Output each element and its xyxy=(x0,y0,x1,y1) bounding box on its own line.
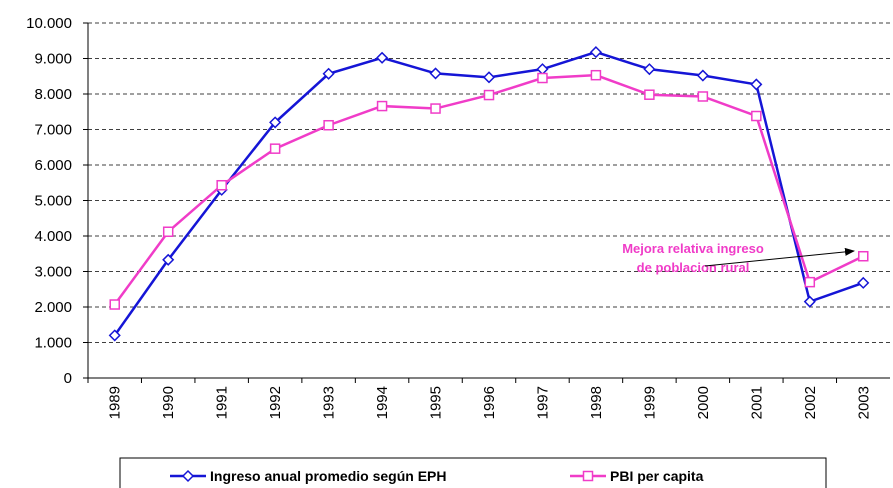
point xyxy=(269,116,282,129)
point xyxy=(162,226,174,237)
legend-marker xyxy=(582,470,594,482)
x-tick-label: 1996 xyxy=(481,386,498,419)
y-tick-label: 4.000 xyxy=(34,228,72,245)
x-tick-label: 1989 xyxy=(107,386,124,419)
point xyxy=(857,276,870,289)
legend-box xyxy=(119,457,827,488)
x-tick-label: 1998 xyxy=(588,386,605,419)
x-tick-label: 2001 xyxy=(748,386,765,419)
x-tick-label: 1999 xyxy=(641,386,658,419)
point xyxy=(589,46,602,59)
point xyxy=(108,329,121,342)
point xyxy=(483,89,495,101)
annotation: Mejora relativa ingreso xyxy=(622,241,764,256)
point xyxy=(803,295,816,308)
y-tick-label: 8.000 xyxy=(34,86,72,103)
x-tick-label: 1992 xyxy=(267,386,284,419)
y-tick-label: 1.000 xyxy=(34,335,72,352)
point xyxy=(430,103,441,114)
y-tick-label: 7.000 xyxy=(34,122,72,139)
legend-label: PBI per capita xyxy=(610,468,704,484)
point xyxy=(804,276,816,288)
point xyxy=(109,299,120,310)
x-tick-label: 1991 xyxy=(214,386,231,419)
x-tick-label: 1997 xyxy=(534,386,551,419)
point xyxy=(216,179,227,191)
legend-marker xyxy=(181,469,195,483)
point xyxy=(482,71,496,84)
y-tick-label: 0 xyxy=(64,370,72,387)
x-tick-label: 1994 xyxy=(374,386,391,419)
x-tick-label: 1995 xyxy=(428,386,445,419)
point xyxy=(536,63,549,76)
point xyxy=(269,143,281,154)
point xyxy=(162,253,175,266)
annotation: de poblacion rural xyxy=(637,260,750,275)
y-tick-label: 3.000 xyxy=(34,264,72,281)
x-tick-label: 2003 xyxy=(855,386,872,419)
point xyxy=(376,51,389,64)
legend-label: Ingreso anual promedio según EPH xyxy=(210,468,446,484)
y-tick-label: 5.000 xyxy=(34,193,72,210)
x-tick-label: 2000 xyxy=(695,386,712,419)
point xyxy=(696,69,709,82)
x-tick-label: 2002 xyxy=(802,386,819,419)
y-tick-label: 10.000 xyxy=(26,15,72,32)
point xyxy=(750,78,763,91)
y-tick-label: 9.000 xyxy=(34,51,72,68)
annotation-arrow xyxy=(704,247,855,267)
point xyxy=(376,100,388,112)
point xyxy=(858,250,869,262)
point xyxy=(429,67,442,80)
point xyxy=(537,72,548,84)
y-tick-label: 6.000 xyxy=(34,157,72,174)
point xyxy=(643,63,656,76)
point xyxy=(751,110,762,122)
y-tick-label: 2.000 xyxy=(34,299,72,316)
point xyxy=(322,67,335,80)
x-tick-label: 1990 xyxy=(160,386,177,419)
point xyxy=(590,69,602,81)
point xyxy=(323,119,334,131)
point xyxy=(697,91,709,102)
point xyxy=(644,89,655,100)
x-tick-label: 1993 xyxy=(321,386,338,419)
